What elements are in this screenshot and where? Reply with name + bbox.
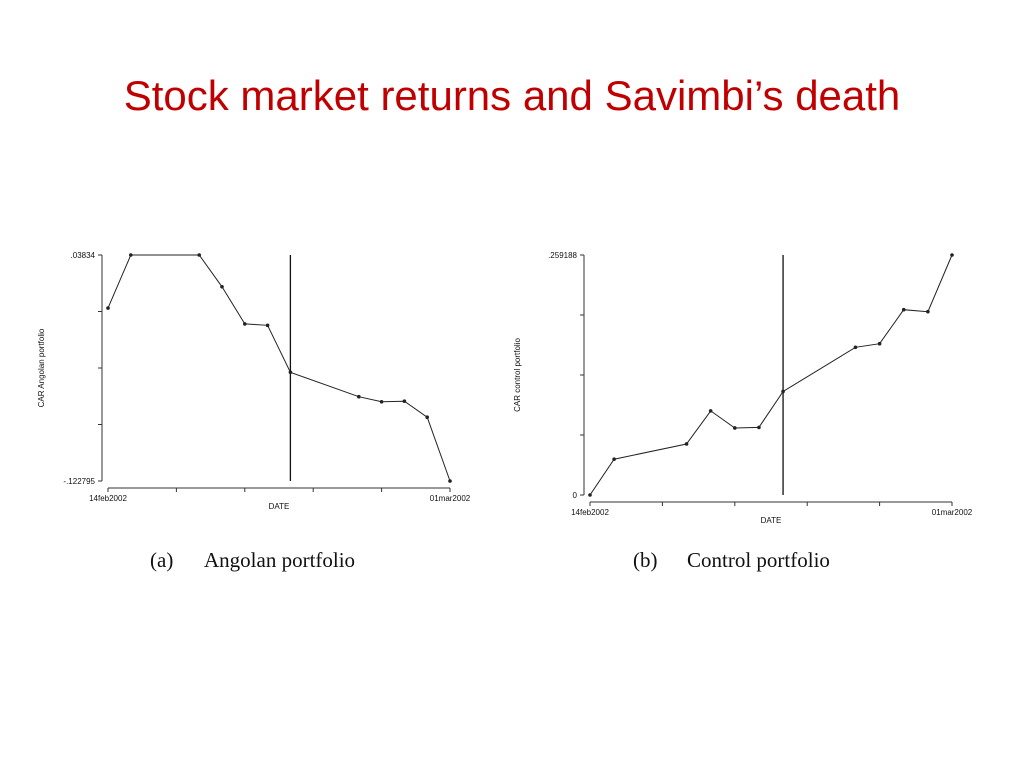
x-tick-label-end: 01mar2002: [932, 508, 973, 517]
data-point: [612, 457, 616, 461]
data-point: [129, 253, 133, 257]
y-tick-label-bottom: 0: [573, 491, 578, 500]
series-line: [107, 254, 451, 482]
data-point: [901, 307, 906, 312]
y-axis-title: CAR Angolan portfolio: [37, 328, 46, 407]
data-point: [357, 394, 361, 399]
data-point: [926, 309, 930, 314]
x-axis-title: DATE: [761, 516, 782, 525]
data-point: [588, 493, 592, 497]
caption-control: (b) Control portfolio: [633, 548, 830, 573]
data-point: [950, 253, 954, 257]
data-point: [877, 341, 882, 346]
data-point: [425, 415, 430, 419]
x-tick-label-start: 14feb2002: [571, 508, 609, 517]
x-tick-label-start: 14feb2002: [89, 494, 127, 503]
chart-panel-angolan: 14feb2002 01mar2002 .03834 -.122795 DATE CAR …: [30, 238, 471, 518]
x-tick-label-end: 01mar2002: [430, 494, 471, 503]
data-point: [684, 442, 689, 446]
angolan-portfolio-chart: 14feb2002 01mar2002 .03834 -.122795 DATE CAR …: [37, 251, 471, 511]
y-axis-title: CAR control portfolio: [513, 338, 522, 412]
y-tick-label-top: .259188: [548, 251, 577, 260]
data-point: [220, 284, 224, 289]
data-point: [733, 426, 737, 430]
data-point: [288, 370, 293, 375]
caption-angolan: (a) Angolan portfolio: [150, 548, 355, 573]
data-point: [708, 409, 713, 413]
caption-text-b: Control portfolio: [687, 548, 830, 572]
data-point: [379, 399, 384, 404]
data-point: [106, 306, 110, 310]
data-point: [402, 399, 407, 404]
data-point: [243, 322, 247, 326]
data-point: [197, 253, 201, 257]
slide-title: Stock market returns and Savimbi’s death: [123, 72, 901, 119]
data-point: [448, 479, 452, 483]
y-tick-label-top: .03834: [71, 251, 96, 260]
x-axis-title: DATE: [269, 502, 290, 511]
caption-letter-a: (a): [150, 548, 174, 572]
data-point: [781, 389, 785, 394]
control-portfolio-chart: 14feb2002 01mar2002 .259188 0 DATE CAR contro…: [513, 251, 973, 525]
series-line: [589, 254, 953, 496]
data-point: [265, 323, 270, 328]
data-point: [853, 345, 858, 350]
chart-panel-control: 14feb2002 01mar2002 .259188 0 DATE CAR contro…: [506, 238, 976, 528]
data-point: [757, 425, 761, 430]
caption-letter-b: (b): [633, 548, 658, 572]
caption-text-a: Angolan portfolio: [204, 548, 356, 572]
y-tick-label-bottom: -.122795: [63, 477, 95, 486]
